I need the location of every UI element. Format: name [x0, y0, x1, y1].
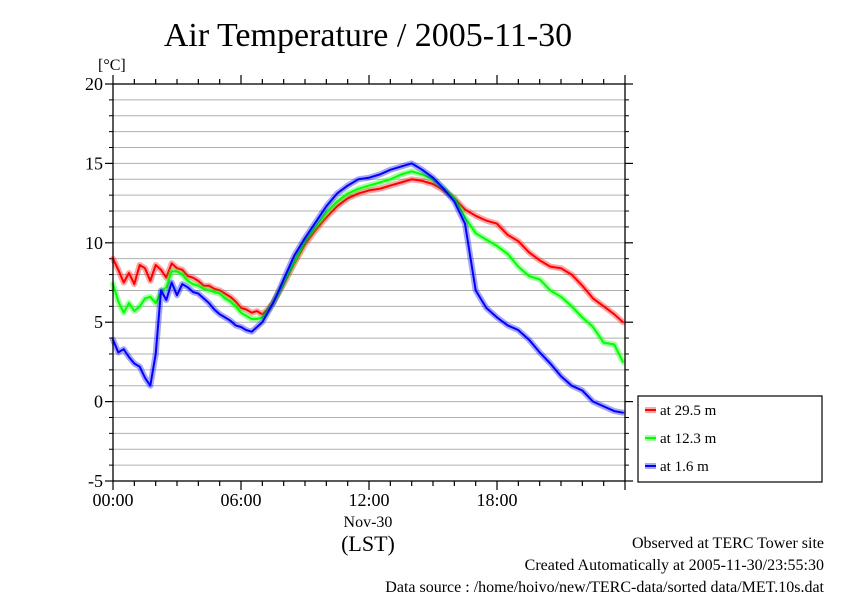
series-line [112, 162, 624, 414]
y-tick-label: 10 [85, 233, 103, 253]
legend-label: at 29.5 m [660, 403, 717, 419]
legend-box [637, 395, 823, 483]
x-axis-ticks: 00:00 06:00 12:00 18:00 [92, 75, 626, 510]
y-tick-label: 15 [85, 153, 103, 173]
y-tick-label: 5 [94, 312, 103, 332]
series-halo [110, 176, 626, 326]
legend-label: at 12.3 m [660, 431, 717, 447]
footer-created: Created Automatically at 2005-11-30/23:5… [524, 557, 824, 574]
y-tick-label: -5 [88, 471, 103, 491]
y-axis-unit-label: [°C] [98, 57, 126, 74]
plot-frame [112, 83, 626, 482]
y-tick-label: 20 [85, 74, 103, 94]
series-lines [110, 160, 626, 416]
y-tick-label: 0 [94, 392, 103, 412]
x-axis-date-label: Nov-30 [344, 514, 393, 531]
legend: at 29.5 m at 12.3 m at 1.6 m [637, 395, 823, 483]
grid-lines [113, 99, 625, 466]
y-axis-ticks: -5 0 5 10 15 20 [85, 74, 633, 491]
chart-title: Air Temperature / 2005-11-30 [164, 17, 572, 54]
x-tick-label: 12:00 [348, 490, 389, 510]
series-line [112, 170, 624, 363]
x-axis-label: (LST) [341, 531, 395, 556]
x-tick-label: 00:00 [92, 490, 133, 510]
footer-source: Data source : /home/hoivo/new/TERC-data/… [385, 579, 824, 596]
legend-label: at 1.6 m [660, 459, 709, 475]
series-line [112, 178, 624, 324]
footer-observed: Observed at TERC Tower site [631, 535, 824, 552]
x-tick-label: 18:00 [476, 490, 517, 510]
x-tick-label: 06:00 [220, 490, 261, 510]
